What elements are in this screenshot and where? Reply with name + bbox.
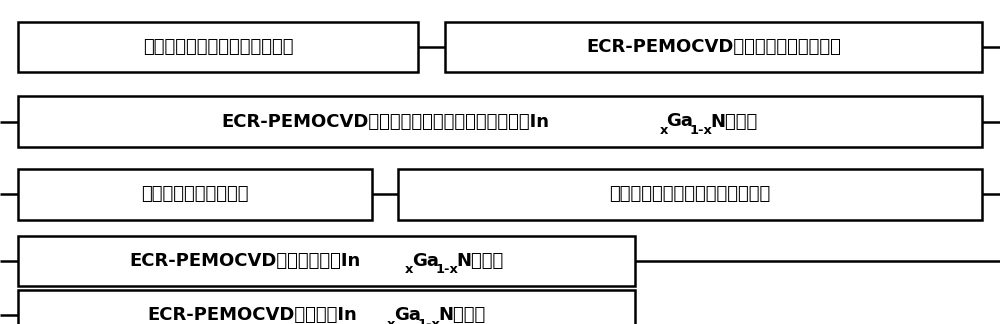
Text: 1-x: 1-x [690, 124, 713, 137]
Text: 旋涂方法制备一维纳米导电材料层: 旋涂方法制备一维纳米导电材料层 [609, 185, 771, 203]
Text: 1-x: 1-x [417, 318, 440, 324]
Text: 旋涂方法制备石墨烯层: 旋涂方法制备石墨烯层 [141, 185, 249, 203]
Text: x: x [405, 263, 413, 276]
Text: ECR-PEMOCVD方法氮化聚酰亚胺衬底及制备第一In: ECR-PEMOCVD方法氮化聚酰亚胺衬底及制备第一In [222, 112, 550, 131]
Text: 聚酰亚胺衬底的清洗与干燥处理: 聚酰亚胺衬底的清洗与干燥处理 [143, 38, 293, 56]
FancyBboxPatch shape [18, 169, 372, 220]
Text: ECR-PEMOCVD方法制备In: ECR-PEMOCVD方法制备In [147, 306, 357, 324]
Text: ECR-PEMOCVD方法清洗聚酰亚胺衬底: ECR-PEMOCVD方法清洗聚酰亚胺衬底 [586, 38, 841, 56]
Text: ECR-PEMOCVD方法制备第二In: ECR-PEMOCVD方法制备第二In [129, 252, 361, 270]
FancyBboxPatch shape [398, 169, 982, 220]
FancyBboxPatch shape [18, 236, 635, 286]
Text: N外延层: N外延层 [438, 306, 485, 324]
Text: Ga: Ga [667, 112, 693, 131]
Text: Ga: Ga [394, 306, 421, 324]
Text: N缓冲层: N缓冲层 [456, 252, 503, 270]
Text: x: x [387, 318, 395, 324]
FancyBboxPatch shape [18, 22, 418, 72]
Text: x: x [659, 124, 668, 137]
FancyBboxPatch shape [445, 22, 982, 72]
Text: N缓冲层: N缓冲层 [711, 112, 758, 131]
Text: Ga: Ga [412, 252, 439, 270]
Text: 1-x: 1-x [435, 263, 458, 276]
FancyBboxPatch shape [18, 97, 982, 147]
FancyBboxPatch shape [18, 290, 635, 324]
